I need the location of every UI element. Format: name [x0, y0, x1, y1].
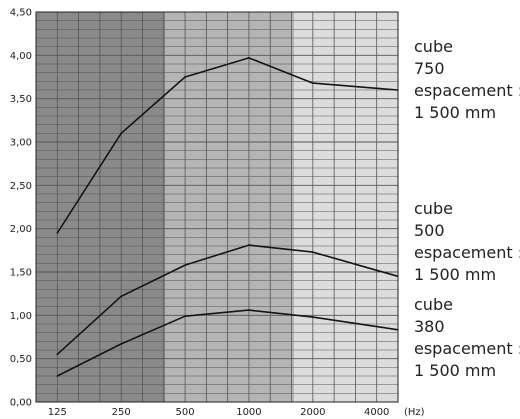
- legend-entry-3-line4: 1 500 mm: [414, 361, 497, 380]
- x-tick-label: 250: [112, 407, 131, 418]
- series-3-point: [248, 309, 250, 311]
- legend-entry-3-line1: cube: [414, 295, 453, 314]
- plot-frame: [35, 11, 399, 403]
- legend-entry-2-line1: cube: [414, 199, 453, 218]
- y-tick-label: 1,50: [10, 268, 32, 279]
- band-light: [294, 12, 398, 402]
- background-bands: [36, 12, 398, 402]
- band-dark: [36, 12, 165, 402]
- series-1-point: [375, 87, 378, 90]
- legend-entry-1-line4: 1 500 mm: [414, 103, 497, 122]
- series-3-point: [120, 343, 122, 345]
- series-1-point: [120, 132, 122, 135]
- legend-entry-2-line4: 1 500 mm: [414, 265, 497, 284]
- y-tick-labels: 0,00 0,50 1,00 1,50 2,00 2,50 3,00 3,50 4,00 4,50: [10, 8, 32, 409]
- x-tick-label: 4000: [364, 407, 389, 418]
- legend-entry-1-line3: espacement :: [414, 81, 520, 100]
- series-1-point: [184, 76, 186, 78]
- series-3-point: [184, 315, 186, 318]
- x-unit-label: (Hz): [404, 407, 425, 418]
- y-tick-label: 3,50: [10, 94, 32, 105]
- y-tick-label: 0,00: [10, 398, 32, 409]
- y-tick-label: 4,00: [10, 51, 32, 62]
- series-1-point: [248, 57, 250, 59]
- x-tick-label: 500: [176, 407, 195, 418]
- y-tick-label: 3,00: [10, 138, 32, 149]
- legend-entry-2-line2: 500: [414, 221, 445, 240]
- series-2-point: [184, 264, 186, 266]
- series-2-point: [120, 295, 122, 298]
- legend-entry-3-line3: espacement :: [414, 339, 520, 358]
- legend-entry-3: cube 380 espacement : 1 500 mm: [414, 294, 520, 382]
- y-tick-label: 0,50: [10, 354, 32, 365]
- y-tick-label: 2,00: [10, 224, 32, 235]
- x-tick-label: 1000: [236, 407, 261, 418]
- x-tick-labels: 125 250 500 1000 2000 4000 (Hz): [48, 407, 425, 418]
- series-2-point: [375, 269, 378, 272]
- series-3-point: [312, 316, 314, 318]
- legend-entry-2-line3: espacement :: [414, 243, 520, 262]
- legend-entry-3-line2: 380: [414, 317, 445, 336]
- legend-entry-1: cube 750 espacement : 1 500 mm: [414, 36, 520, 124]
- legend-entry-1-line2: 750: [414, 59, 445, 78]
- series-3-point: [56, 375, 59, 377]
- y-tick-label: 2,50: [10, 181, 32, 192]
- series-1-point: [312, 82, 314, 84]
- band-mid: [165, 12, 294, 402]
- series-3-point: [375, 325, 378, 328]
- x-tick-label: 2000: [300, 407, 325, 418]
- x-tick-label: 125: [48, 407, 67, 418]
- y-tick-label: 1,00: [10, 311, 32, 322]
- series-2-point: [56, 353, 59, 356]
- legend-entry-2: cube 500 espacement : 1 500 mm: [414, 198, 520, 286]
- series-2-point: [312, 251, 314, 253]
- series-2-point: [248, 244, 250, 246]
- grid: [35, 11, 399, 403]
- legend-entry-1-line1: cube: [414, 37, 453, 56]
- series-lines: [56, 57, 399, 377]
- y-tick-label: 4,50: [10, 8, 32, 19]
- series-1-point: [56, 232, 59, 234]
